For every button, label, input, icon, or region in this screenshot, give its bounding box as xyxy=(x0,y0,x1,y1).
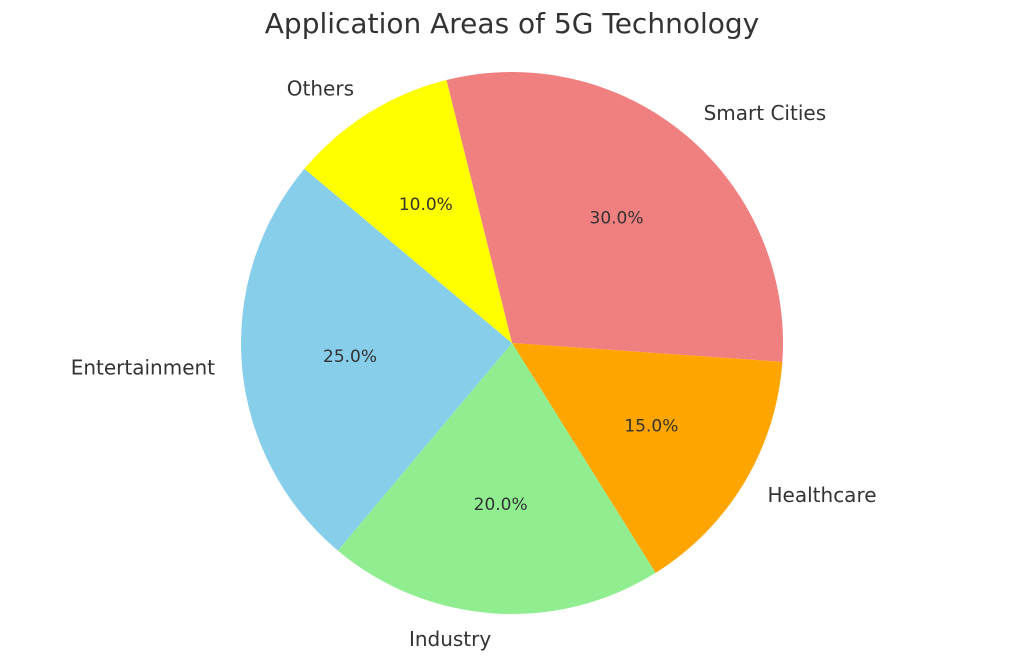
slice-label: Industry xyxy=(409,627,491,651)
value-label: 20.0% xyxy=(474,495,528,515)
value-label: 25.0% xyxy=(323,347,377,367)
value-label: 10.0% xyxy=(399,195,453,215)
pie-slice xyxy=(446,72,784,362)
slice-label: Others xyxy=(287,77,354,101)
pie-slice xyxy=(512,343,783,573)
value-label: 30.0% xyxy=(590,208,644,228)
pie-slice xyxy=(337,343,656,614)
chart-title: Application Areas of 5G Technology xyxy=(265,7,759,40)
slice-label: Entertainment xyxy=(71,355,215,379)
slice-label: Healthcare xyxy=(768,483,877,507)
value-label: 15.0% xyxy=(624,417,678,437)
pie-slice xyxy=(241,168,512,551)
pie-slice xyxy=(304,80,512,343)
slice-label: Smart Cities xyxy=(704,101,827,125)
